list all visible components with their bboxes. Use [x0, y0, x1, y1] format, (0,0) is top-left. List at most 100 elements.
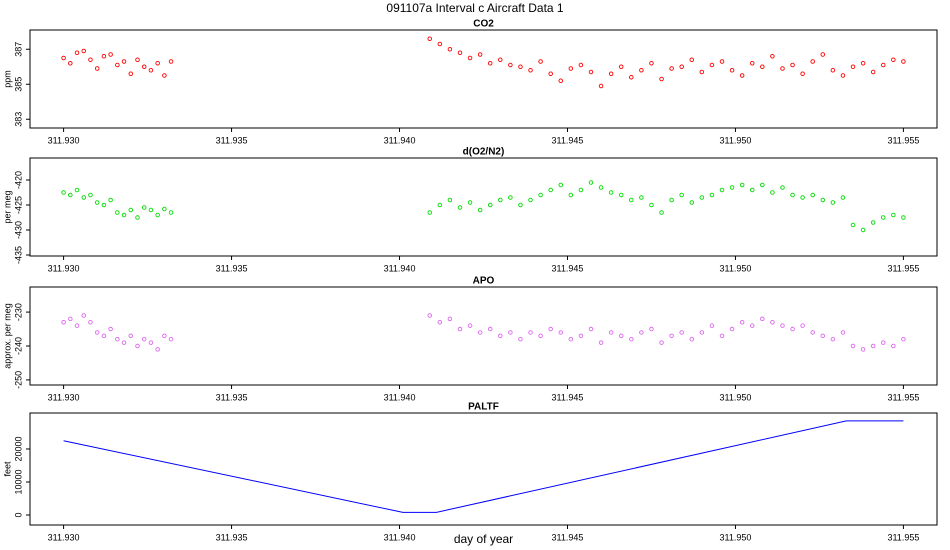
point: [850, 222, 856, 228]
point: [709, 192, 715, 198]
plot-frame: [29, 29, 938, 129]
point: [729, 185, 735, 190]
point: [155, 61, 160, 66]
point: [709, 323, 715, 328]
point: [538, 59, 543, 64]
point: [699, 330, 705, 335]
point: [121, 212, 127, 218]
point: [508, 195, 513, 200]
point: [770, 54, 775, 59]
x-tick-label: 311.950: [720, 532, 752, 542]
point: [608, 71, 614, 76]
x-tick-label: 311.945: [552, 263, 584, 273]
point: [770, 320, 775, 325]
x-tick-label: 311.935: [216, 532, 248, 542]
y-tick-label: -230: [13, 303, 23, 321]
point: [81, 195, 86, 200]
point: [881, 340, 886, 345]
point: [148, 340, 154, 345]
point: [155, 347, 160, 352]
point: [74, 323, 80, 328]
point: [477, 207, 483, 213]
point: [94, 330, 100, 335]
point: [820, 333, 826, 339]
point: [467, 55, 473, 61]
point: [128, 333, 134, 339]
point: [437, 202, 443, 208]
point: [498, 197, 503, 203]
point: [739, 182, 745, 188]
point: [790, 192, 795, 198]
point: [608, 330, 614, 335]
point: [830, 67, 836, 73]
point: [659, 76, 664, 82]
point: [135, 343, 140, 349]
point: [598, 340, 604, 345]
point: [141, 64, 147, 69]
point: [901, 59, 906, 64]
point: [749, 323, 755, 328]
point: [498, 57, 503, 63]
point: [108, 326, 113, 332]
x-tick-label: 311.935: [216, 263, 248, 273]
point: [901, 336, 906, 342]
point: [135, 215, 140, 220]
point: [94, 66, 100, 71]
y-tick-label: 383: [13, 112, 23, 127]
point: [108, 52, 113, 57]
y-tick-label: -430: [13, 221, 23, 239]
point: [508, 62, 513, 68]
point: [830, 336, 836, 342]
point: [558, 182, 564, 188]
point: [81, 313, 86, 318]
point: [780, 185, 785, 190]
point: [61, 320, 66, 325]
plot-frame: [29, 412, 938, 526]
point: [739, 73, 745, 78]
point: [437, 320, 443, 325]
point: [760, 316, 765, 322]
point: [168, 210, 174, 215]
point: [467, 200, 473, 205]
point: [128, 207, 134, 213]
point: [477, 52, 483, 57]
point: [528, 330, 533, 335]
point: [850, 343, 856, 349]
point: [558, 78, 564, 83]
point: [162, 333, 167, 339]
point: [629, 336, 634, 342]
point: [94, 200, 100, 205]
point: [629, 74, 634, 80]
point: [901, 215, 906, 220]
y-axis-label: per meg: [2, 190, 12, 223]
page-title: 091107a Interval c Aircraft Data 1: [386, 1, 564, 15]
point: [598, 83, 604, 89]
x-tick-label: 311.940: [384, 392, 416, 402]
point: [749, 187, 755, 193]
y-tick-label: -240: [13, 337, 23, 355]
point: [870, 343, 876, 349]
point: [870, 220, 876, 225]
point: [101, 202, 107, 208]
point: [830, 200, 836, 205]
plot-frame: [29, 157, 938, 257]
point: [810, 192, 815, 198]
point: [88, 192, 93, 198]
point: [578, 187, 584, 193]
point: [719, 187, 725, 193]
point: [618, 192, 624, 198]
point: [141, 205, 147, 210]
y-axis-label: approx. per meg: [2, 303, 12, 369]
point: [427, 36, 433, 42]
y-tick-label: 385: [13, 77, 23, 92]
point: [719, 59, 725, 64]
x-tick-label: 311.940: [384, 135, 416, 145]
point: [669, 66, 674, 71]
point: [598, 185, 604, 190]
point: [800, 71, 805, 76]
x-tick-label: 311.945: [552, 135, 584, 145]
point: [548, 71, 553, 76]
x-tick-label: 311.945: [552, 532, 584, 542]
point: [121, 59, 127, 64]
